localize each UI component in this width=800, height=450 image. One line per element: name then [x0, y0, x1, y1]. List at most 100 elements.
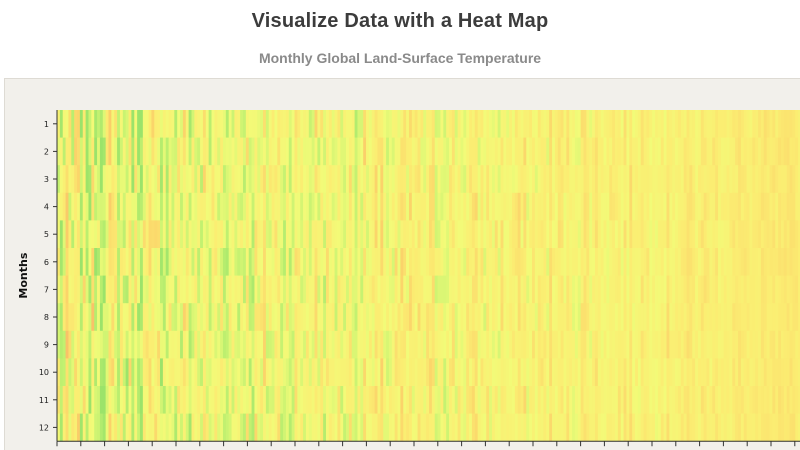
- heatmap-cell: [354, 248, 358, 276]
- heatmap-cell: [454, 220, 459, 249]
- heatmap-cell: [540, 165, 544, 194]
- heatmap-cell: [635, 248, 639, 276]
- heatmap-cell: [675, 137, 679, 166]
- heatmap-cell: [406, 303, 410, 332]
- heatmap-cell: [683, 110, 687, 138]
- heatmap-cell: [208, 386, 212, 414]
- heatmap-cell: [211, 358, 215, 387]
- heatmap-cell: [740, 358, 745, 387]
- heatmap-cell: [280, 413, 284, 442]
- heatmap-cell: [534, 330, 539, 359]
- heatmap-cell: [314, 386, 318, 414]
- heatmap-cell: [712, 248, 716, 276]
- heatmap-cell: [202, 248, 207, 276]
- heatmap-cell: [729, 386, 733, 414]
- heatmap-cell: [677, 192, 682, 221]
- heatmap-cell: [669, 413, 673, 442]
- heatmap-cell: [397, 110, 401, 138]
- heatmap-cell: [168, 248, 172, 276]
- heatmap-cell: [609, 386, 613, 414]
- heatmap-cell: [139, 110, 144, 138]
- heatmap-cell: [635, 275, 639, 304]
- heatmap-cell: [423, 248, 427, 276]
- heatmap-cell: [400, 220, 404, 249]
- heatmap-cell: [59, 192, 64, 221]
- heatmap-cell: [652, 303, 656, 332]
- heatmap-cell: [443, 165, 447, 194]
- heatmap-cell: [254, 358, 258, 387]
- heatmap-cell: [391, 192, 396, 221]
- heatmap-cell: [483, 303, 487, 332]
- heatmap-cell: [449, 137, 453, 166]
- heatmap-cell: [406, 275, 410, 304]
- heatmap-cell: [377, 386, 381, 414]
- heatmap-cell: [526, 110, 530, 138]
- heatmap-cell: [474, 248, 479, 276]
- heatmap-cell: [406, 137, 410, 166]
- heatmap-cell: [217, 358, 221, 387]
- heatmap-cell: [394, 303, 398, 332]
- heatmap-cell: [320, 303, 324, 332]
- heatmap-cell: [145, 165, 149, 194]
- heatmap-cell: [649, 220, 653, 249]
- heatmap-cell: [271, 413, 275, 442]
- heatmap-cell: [211, 330, 215, 359]
- heatmap-cell: [231, 248, 235, 276]
- heatmap-cell: [234, 386, 238, 414]
- heatmap-cell: [566, 303, 570, 332]
- heatmap-cell: [697, 220, 702, 249]
- heatmap-cell: [626, 165, 630, 194]
- heatmap-cell: [712, 165, 716, 194]
- heatmap-cell: [137, 110, 141, 138]
- heatmap-cell: [119, 386, 124, 414]
- heatmap-cell: [97, 358, 101, 387]
- heatmap-cell: [85, 248, 89, 276]
- heatmap-cell: [271, 358, 275, 387]
- heatmap-cell: [114, 110, 118, 138]
- heatmap-cell: [243, 413, 247, 442]
- heatmap-cell: [592, 110, 596, 138]
- heatmap-cell: [139, 137, 144, 166]
- heatmap-cell: [586, 165, 590, 194]
- heatmap-cell: [128, 386, 132, 414]
- heatmap-cell: [606, 248, 610, 276]
- heatmap-cell: [271, 165, 275, 194]
- heatmap-cell: [554, 165, 559, 194]
- heatmap-cell: [740, 275, 745, 304]
- heatmap-cell: [371, 386, 376, 414]
- heatmap-cell: [520, 137, 524, 166]
- heatmap-cell: [268, 275, 273, 304]
- heatmap-cell: [211, 220, 215, 249]
- heatmap-cell: [640, 220, 645, 249]
- heatmap-cell: [180, 110, 184, 138]
- heatmap-cell: [108, 413, 112, 442]
- heatmap-cell: [426, 330, 430, 359]
- heatmap-cell: [778, 303, 782, 332]
- heatmap-cell: [617, 165, 622, 194]
- heatmap-cell: [457, 165, 461, 194]
- heatmap-cell: [283, 330, 287, 359]
- heatmap-cell: [125, 192, 129, 221]
- heatmap-cell: [569, 165, 573, 194]
- heatmap-cell: [408, 330, 413, 359]
- heatmap-cell: [360, 303, 364, 332]
- heatmap-cell: [766, 330, 770, 359]
- heatmap-cell: [729, 137, 733, 166]
- heatmap-cell: [669, 275, 673, 304]
- heatmap-cell: [305, 110, 310, 138]
- heatmap-cell: [291, 275, 295, 304]
- heatmap-cell: [766, 165, 770, 194]
- heatmap-cell: [672, 220, 676, 249]
- heatmap-cell: [426, 165, 430, 194]
- heatmap-cell: [391, 358, 396, 387]
- heatmap-cell: [403, 275, 407, 304]
- heatmap-cell: [726, 192, 730, 221]
- heatmap-cell: [88, 192, 92, 221]
- heatmap-cell: [94, 358, 98, 387]
- heatmap-cell: [552, 386, 556, 414]
- heatmap-cell: [471, 413, 476, 442]
- heatmap-cell: [108, 303, 112, 332]
- heatmap-cell: [79, 413, 84, 442]
- heatmap-cell: [597, 275, 602, 304]
- heatmap-cell: [85, 358, 89, 387]
